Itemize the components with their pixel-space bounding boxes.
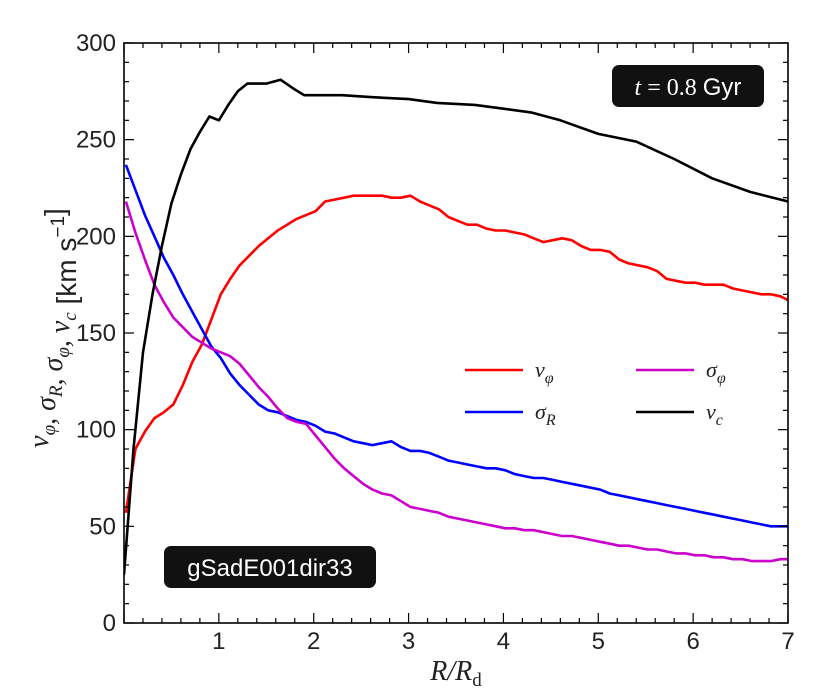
plot-area	[124, 43, 788, 623]
legend-label: vc	[706, 399, 723, 429]
series-layer	[124, 78, 788, 575]
y-tick-label: 150	[76, 320, 116, 347]
x-tick-label: 6	[686, 628, 699, 655]
legend-label: σφ	[706, 357, 726, 387]
series-line-r-R	[124, 164, 788, 528]
x-tick-label: 4	[497, 628, 510, 655]
annotations: t = 0.8 Gyr gSadE001dir33	[164, 65, 764, 588]
y-tick-label: 300	[76, 30, 116, 57]
time-badge-bg	[612, 65, 764, 107]
labels-layer: 1 2 3 4 5 6 7 0 50 100 150 200 250 300 R/Rd vφ, σR, σφ,…	[24, 30, 795, 691]
x-tick-label: 2	[307, 628, 320, 655]
galaxy-badge-text: gSadE001dir33	[187, 555, 352, 582]
x-tick-label: 7	[781, 628, 794, 655]
series-line-v-φ	[124, 194, 788, 513]
plot-background	[124, 43, 788, 623]
x-axis-label: R/Rd	[429, 656, 482, 691]
legend-label: vφ	[535, 357, 554, 387]
series-line--φ	[124, 201, 788, 563]
time-badge: t = 0.8 Gyr	[612, 65, 764, 107]
y-axis-label: vφ, σR, σφ, vc [km s−1]	[24, 208, 82, 448]
y-tick-label: 100	[76, 417, 116, 444]
legend-label: σR	[535, 399, 556, 429]
galaxy-badge-bg	[164, 546, 376, 588]
y-tick-label: 50	[89, 513, 116, 540]
time-badge-text: t = 0.8 Gyr	[635, 74, 742, 101]
legend-entry: vc	[636, 399, 723, 429]
legend-entry: σR	[465, 399, 556, 429]
y-tick-label: 0	[103, 610, 116, 637]
x-tick-label: 3	[402, 628, 415, 655]
x-tick-label: 1	[212, 628, 225, 655]
y-tick-label: 250	[76, 127, 116, 154]
legend-entry: σφ	[636, 357, 726, 387]
ticks-layer	[123, 42, 789, 624]
x-tick-label: 5	[592, 628, 605, 655]
series-line-vc-c	[124, 78, 788, 575]
y-tick-label: 200	[76, 223, 116, 250]
legend-entry: vφ	[465, 357, 554, 387]
galaxy-badge: gSadE001dir33	[164, 546, 376, 588]
legend: vφ σφ σR vc	[465, 357, 726, 429]
